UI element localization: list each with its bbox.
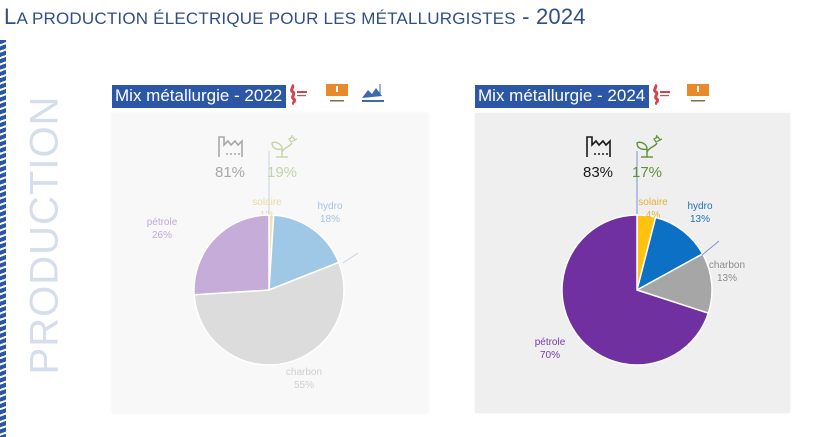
title-text: A PRODUCTION ÉLECTRIQUE POUR LES MÉTALLU… — [16, 9, 516, 28]
page-title: LA PRODUCTION ÉLECTRIQUE POUR LES MÉTALL… — [4, 4, 586, 30]
logo-eramet — [326, 84, 348, 106]
plant-plug-icon — [271, 134, 298, 158]
striped-side-bar — [0, 40, 6, 437]
pie-slice-pétrole — [561, 214, 710, 366]
pie-slice-charbon — [635, 252, 713, 315]
vertical-section-label: PRODUCTION — [20, 95, 70, 375]
logo-eramet — [687, 84, 709, 106]
pie-slice-hydro — [268, 214, 340, 292]
pie-chart-2022: solaire1%hydro18%charbon55%pétrole26%81%… — [147, 134, 359, 391]
slice-label-pétrole: pétrole — [535, 337, 566, 348]
logo-prony-resources — [649, 83, 671, 106]
logo-koniambo — [360, 82, 386, 106]
renewable-share: 17% — [632, 164, 662, 181]
slice-value-hydro: 13% — [690, 214, 710, 225]
slice-label-charbon: charbon — [286, 367, 322, 378]
leader-line — [701, 240, 720, 256]
slice-label-pétrole: pétrole — [147, 217, 178, 228]
slice-value-solaire: 4% — [646, 210, 661, 221]
pie-chart-2024: solaire 4% hydro 13% charbon 13% pétrole 70% 83%… — [535, 134, 745, 366]
pie-slice-hydro — [635, 216, 704, 292]
chart-title-2024: Mix métallurgie - 2024 — [475, 85, 650, 108]
chart-title-2022: Mix métallurgie - 2022 — [112, 85, 287, 108]
pie-slice-pétrole — [193, 214, 270, 296]
slice-value-pétrole: 26% — [152, 230, 172, 241]
section-label-text: PRODUCTION — [22, 95, 67, 375]
slice-label-charbon: charbon — [709, 260, 745, 271]
leader-line — [342, 252, 359, 264]
plant-plug-icon — [636, 134, 663, 158]
factory-icon — [586, 136, 611, 157]
pie-slice-charbon — [193, 261, 345, 366]
slice-label-solaire: solaire — [638, 197, 668, 208]
renewable-share: 19% — [267, 164, 297, 181]
slice-label-hydro: hydro — [317, 201, 342, 212]
title-first-letter: L — [4, 4, 17, 29]
logo-prony-resources — [286, 83, 308, 106]
fossil-share: 81% — [215, 164, 245, 181]
slice-value-pétrole: 70% — [540, 350, 560, 361]
factory-icon — [218, 136, 243, 157]
slice-value-charbon: 55% — [294, 380, 314, 391]
slice-label-solaire: solaire — [252, 197, 282, 208]
slice-label-hydro: hydro — [687, 201, 712, 212]
slice-value-charbon: 13% — [717, 273, 737, 284]
slice-value-hydro: 18% — [320, 214, 340, 225]
title-year: - 2024 — [522, 4, 586, 29]
fossil-share: 83% — [583, 164, 613, 181]
